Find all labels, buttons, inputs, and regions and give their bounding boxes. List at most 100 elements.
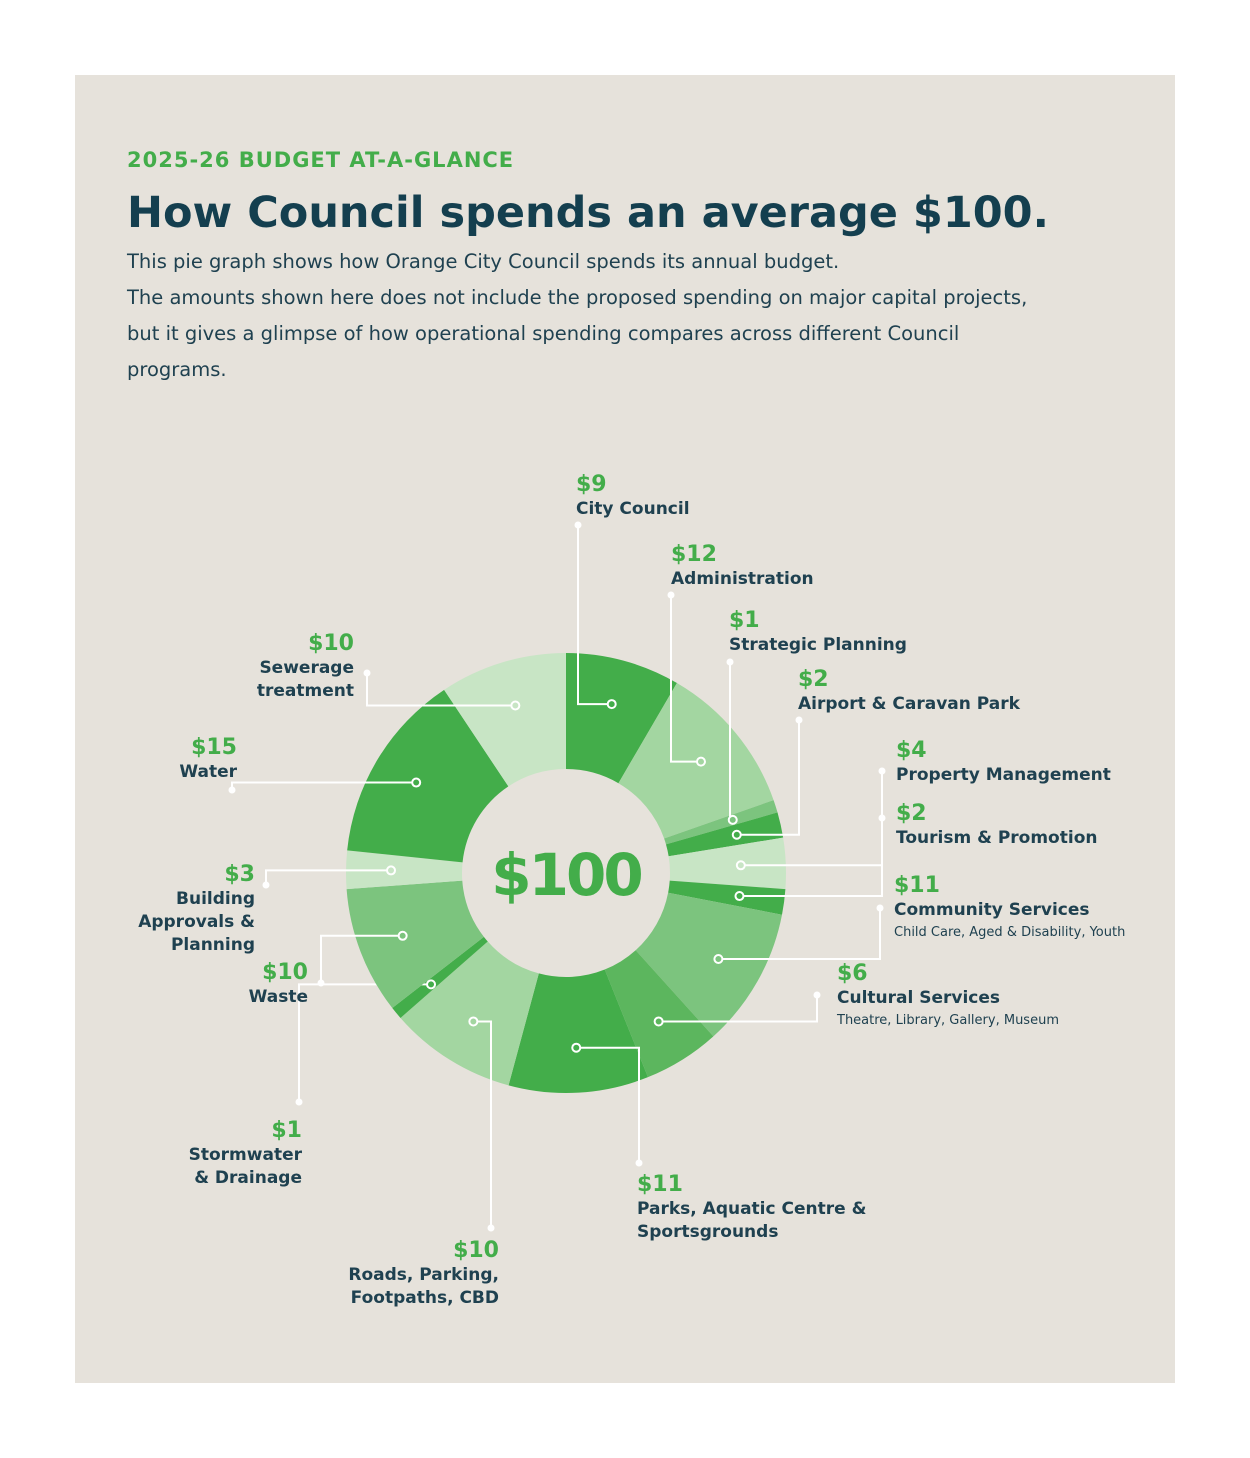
donut-segment [347,689,509,863]
leader-dot [735,860,746,871]
donut-segment [400,941,539,1086]
leader-dot [262,881,270,889]
leader-dot [713,954,724,965]
leader-dot [228,786,236,794]
segment-label: $2 Tourism & Promotion [896,801,1156,850]
leader-dot [813,991,821,999]
category-label: Community Services [894,900,1090,920]
leader-dot [571,1042,582,1053]
leader-dot [795,716,803,724]
value-label: $12 [671,542,717,567]
leader-line [739,818,883,898]
donut-segment [635,892,783,1037]
leader-line [576,1046,640,1163]
donut-segment [346,880,484,1008]
segment-label: $9 City Council [576,472,776,521]
leader-dot [695,756,706,767]
leader-dot [878,767,886,775]
category-label: Parks, Aquatic Centre & Sportsgrounds [637,1199,867,1242]
leader-dot [731,829,742,840]
segment-label: $1 Strategic Planning [729,608,949,657]
segment-label: $12 Administration [671,542,871,591]
category-label: Waste [248,987,308,1007]
leader-line [320,934,403,983]
leader-dot [397,930,408,941]
segment-label: $6 Cultural Services Theatre, Library, Gal… [837,961,1137,1032]
category-label: City Council [576,499,690,519]
category-label: Administration [671,569,814,589]
donut-segment [508,969,648,1093]
value-label: $10 [308,631,354,656]
leader-line [718,908,881,961]
value-label: $10 [453,1238,499,1263]
leader-dot [667,591,675,599]
category-label: Building Approvals & Planning [138,889,255,955]
value-label: $15 [191,735,237,760]
donut-segment [444,652,566,787]
leader-dot [727,814,738,825]
segment-label: $11 Parks, Aquatic Centre & Sportsgrounds [637,1172,867,1244]
leader-dot [510,700,521,711]
value-label: $4 [896,738,927,763]
category-label: Property Management [896,765,1111,785]
leader-dot [487,1224,495,1232]
category-label: Strategic Planning [729,635,907,655]
segment-label: $1 Stormwater & Drainage [172,1118,302,1190]
segment-label: $11 Community Services Child Care, Aged & … [894,873,1194,944]
leader-dot [574,521,582,529]
donut-segment [664,800,778,845]
leader-dot [468,1016,479,1027]
leader-line [736,720,800,836]
value-label: $11 [894,873,940,898]
donut-segment [566,653,677,784]
leader-dot [363,669,371,677]
category-detail: Theatre, Library, Gallery, Museum [837,1013,1059,1028]
kicker: 2025-26 BUDGET AT-A-GLANCE [127,148,515,172]
leader-dot [295,1098,303,1106]
title: How Council spends an average $100. [127,188,1049,238]
leader-line [265,869,392,885]
value-label: $3 [224,862,255,887]
category-label: Roads, Parking, Footpaths, CBD [348,1265,499,1308]
value-label: $1 [271,1118,302,1143]
value-label: $10 [262,960,308,985]
value-label: $9 [576,472,607,497]
category-detail: Child Care, Aged & Disability, Youth [894,925,1126,940]
leader-dot [653,1016,664,1027]
value-label: $1 [729,608,760,633]
value-label: $11 [637,1172,683,1197]
leader-dot [317,979,325,987]
category-label: Stormwater & Drainage [188,1145,302,1188]
category-label: Sewerage treatment [256,658,354,701]
description: The amounts shown here does not include … [127,286,1028,381]
value-label: $6 [837,961,868,986]
leader-line [577,525,612,706]
leader-dot [878,814,886,822]
leader-dot [734,891,745,902]
leader-dot [411,777,422,788]
donut-segment [668,880,786,915]
donut-segment [345,850,463,890]
category-label: Tourism & Promotion [896,828,1098,848]
leader-line [473,1020,492,1228]
description: This pie graph shows how Orange City Cou… [127,250,840,273]
leader-dot [426,979,437,990]
donut-segment [392,936,488,1018]
center-label: $100 [491,841,641,909]
segment-label: $4 Property Management [896,738,1156,787]
leader-dot [876,904,884,912]
category-label: Airport & Caravan Park [798,694,1020,714]
leader-dot [386,865,397,876]
leader-line [366,673,516,707]
segment-label: $15 Water [137,735,237,784]
leader-dot [606,699,617,710]
value-label: $2 [896,801,927,826]
donut-segment [668,837,786,890]
leader-dot [635,1159,643,1167]
leader-dot [726,658,734,666]
leader-line [658,995,818,1023]
segment-label: $10 Waste [208,960,308,1009]
segment-label: $3 Building Approvals & Planning [135,862,255,957]
